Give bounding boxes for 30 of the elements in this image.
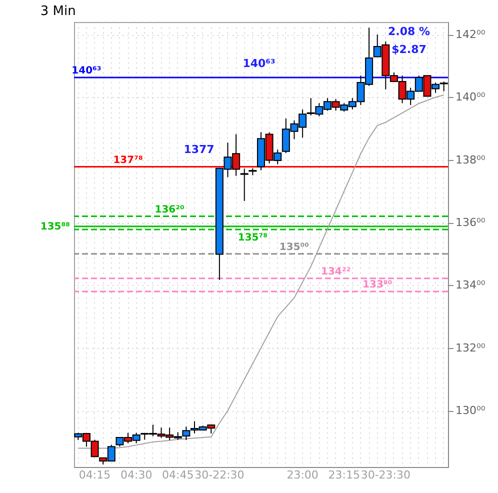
y-tick-label: 138⁰⁰ — [456, 153, 486, 166]
y-tick-label: 132⁰⁰ — [456, 341, 486, 354]
annotation: $2.87 — [392, 43, 426, 56]
x-tick-label: 23:00 — [286, 468, 318, 482]
y-tick-label: 140⁰⁰ — [456, 90, 486, 104]
y-tick-label: 134⁰⁰ — [456, 278, 486, 292]
candlestick — [440, 81, 448, 92]
line-series — [78, 94, 444, 449]
ref-line-label: 135⁷⁸ — [238, 232, 268, 244]
x-tick-label: 30-23:30 — [360, 468, 411, 482]
ref-line-label: 135⁰⁰ — [279, 242, 310, 253]
ref-line-label: 136²⁰ — [154, 204, 184, 216]
x-tick-label: 04:45 — [162, 468, 194, 482]
annotation: 1377 — [184, 143, 214, 156]
x-tick-label: 30-22:30 — [194, 468, 244, 482]
y-tick-label: 142⁰⁰ — [456, 28, 486, 42]
annotation: 140⁶³ — [242, 57, 276, 70]
x-tick-label: 04:30 — [120, 468, 152, 482]
ref-line-label: 135⁸⁸ — [40, 221, 70, 232]
y-tick-label: 130⁰⁰ — [456, 404, 486, 418]
ref-line-label: 134²² — [320, 266, 351, 278]
x-tick-label: 23:15 — [328, 468, 360, 482]
chart-title: 3 Min — [40, 4, 76, 19]
y-tick-label: 136⁰⁰ — [456, 216, 486, 230]
candlestick — [240, 168, 248, 202]
ref-line-label: 133⁸⁰ — [362, 280, 392, 291]
x-tick-label: 04:15 — [78, 468, 111, 482]
annotation: 2.08 % — [388, 25, 430, 38]
ref-line-label: 140⁶³ — [72, 65, 102, 76]
ref-line-label: 137⁷⁸ — [113, 154, 143, 166]
